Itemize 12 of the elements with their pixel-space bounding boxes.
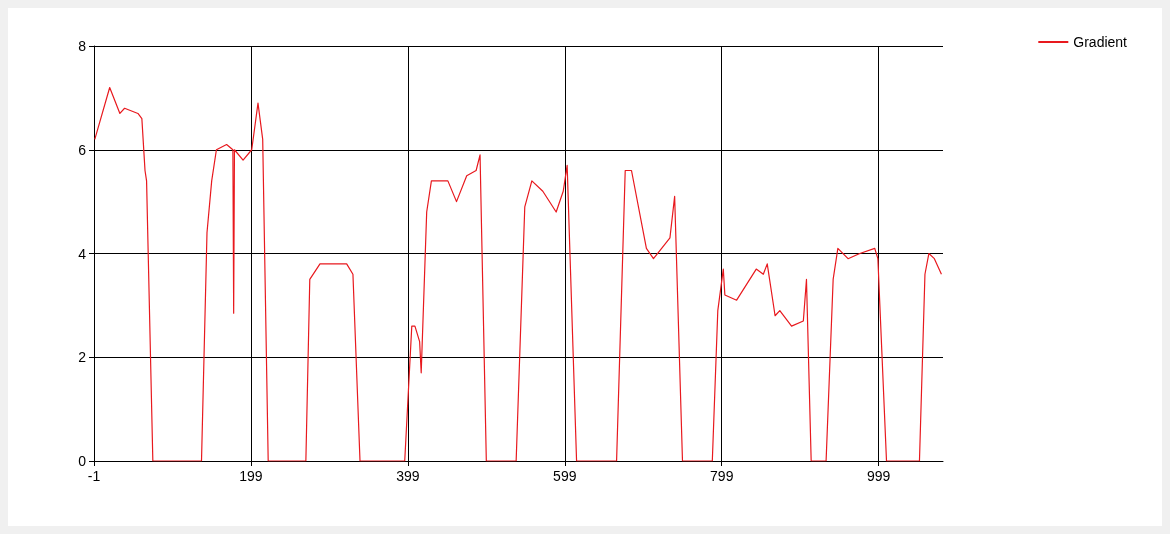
- x-tick-label: -1: [87, 468, 101, 484]
- legend-label: Gradient: [1073, 34, 1128, 50]
- x-tick-label: 399: [396, 468, 420, 484]
- y-tick-label: 4: [78, 245, 87, 262]
- x-tick-label: 599: [553, 468, 577, 484]
- y-tick-label: 2: [78, 349, 87, 366]
- y-tick-label: 0: [78, 453, 87, 469]
- x-tick-label: 999: [866, 468, 891, 484]
- x-tick-label: 199: [239, 468, 263, 484]
- y-tick-label: 8: [78, 38, 87, 54]
- x-tick-label: 799: [710, 468, 734, 484]
- y-tick-label: 6: [78, 141, 87, 158]
